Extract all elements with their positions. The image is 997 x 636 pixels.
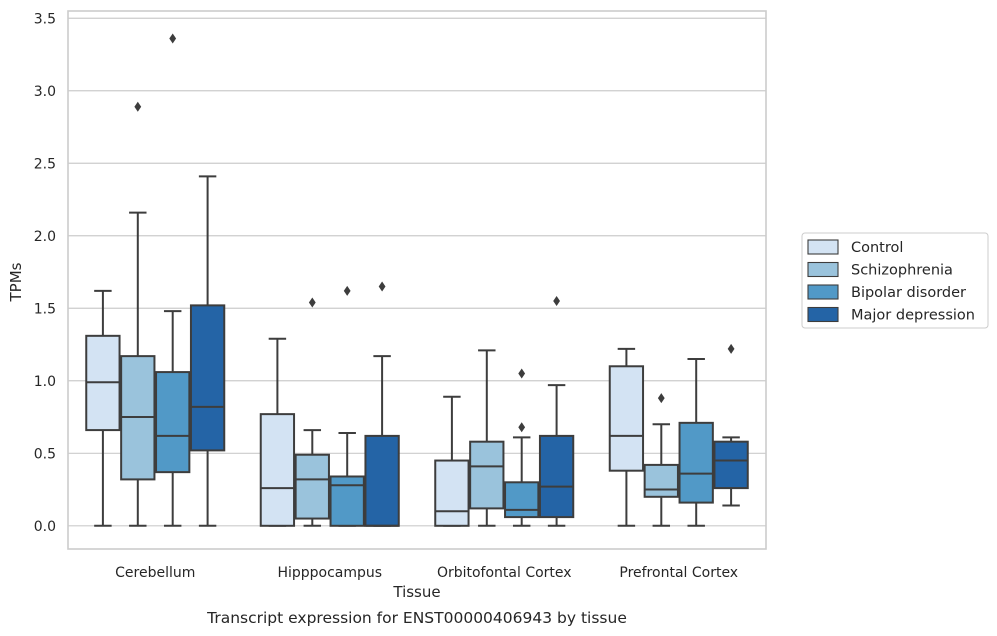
box-iqr <box>608 365 645 472</box>
y-tick-label: 2.5 <box>34 156 56 172</box>
y-tick-label: 2.0 <box>34 229 56 245</box>
y-tick-label: 1.0 <box>34 374 56 390</box>
box-iqr <box>189 304 226 452</box>
box-bipolar-disorder <box>155 33 191 527</box>
chart-caption: Transcript expression for ENST0000040694… <box>206 609 627 627</box>
legend-swatch <box>807 306 839 323</box>
x-axis-title: Tissue <box>392 583 440 601</box>
x-tick-label: Orbitofontal Cortex <box>437 565 572 581</box>
box-schizophrenia <box>469 349 505 527</box>
box-iqr <box>259 413 296 527</box>
box-iqr <box>469 440 505 510</box>
x-tick-labels: Cerebellum Hipppocampus Orbitofontal Corte… <box>115 565 738 581</box>
box-iqr <box>434 459 470 527</box>
outlier-point <box>553 296 560 307</box>
outlier-point <box>378 281 386 292</box>
y-tick-label: 1.5 <box>34 301 56 317</box>
box-iqr <box>155 371 191 474</box>
legend-label: Schizophrenia <box>851 263 953 279</box>
box-iqr <box>538 434 575 519</box>
legend-swatch <box>807 284 839 300</box>
box-iqr <box>504 481 540 519</box>
y-tick-label: 0.5 <box>34 446 56 462</box>
box-major-depression <box>189 175 226 527</box>
box-schizophrenia <box>120 101 156 527</box>
legend-label: Major depression <box>851 308 975 324</box>
box-schizophrenia <box>294 297 330 527</box>
box-iqr <box>294 453 330 520</box>
box-bipolar-disorder <box>329 285 365 527</box>
x-tick-label: Hipppocampus <box>277 565 382 581</box>
y-tick-label: 3.5 <box>34 11 56 27</box>
box-schizophrenia <box>643 393 679 527</box>
outlier-point <box>169 33 177 44</box>
x-tick-label: Cerebellum <box>115 565 195 581</box>
legend-swatch <box>807 239 839 255</box>
legend-label: Control <box>851 240 903 256</box>
outlier-point <box>308 297 316 308</box>
legend-frame <box>801 232 989 329</box>
outlier-point <box>727 343 735 354</box>
y-tick-labels: 0.0 0.5 1.0 1.5 2.0 2.5 3.0 3.5 <box>34 11 56 535</box>
box-major-depression <box>538 296 575 527</box>
outlier-point <box>134 101 142 112</box>
outlier-point <box>518 368 526 379</box>
x-tick-label: Prefrontal Cortex <box>619 565 738 581</box>
box-major-depression <box>364 281 400 527</box>
box-iqr <box>678 421 714 504</box>
box-bipolar-disorder <box>504 368 540 527</box>
box-bipolar-disorder <box>678 358 714 527</box>
box-control <box>259 337 296 527</box>
box-iqr <box>329 475 365 527</box>
legend-swatch <box>807 261 839 278</box>
y-tick-label: 3.0 <box>34 84 56 100</box>
legend-items: Control Schizophrenia Bipolar disorder Majo… <box>807 239 975 324</box>
y-tick-label: 0.0 <box>34 519 56 535</box>
legend: Control Schizophrenia Bipolar disorder Majo… <box>801 232 989 329</box>
box-control <box>85 289 121 527</box>
box-iqr <box>643 463 679 498</box>
outlier-point <box>657 393 665 404</box>
box-iqr <box>713 440 749 490</box>
box-control <box>434 395 470 527</box>
box-control <box>608 347 645 527</box>
plot-frame <box>67 10 767 550</box>
outlier-point <box>343 285 351 296</box>
y-axis-title: TPMs <box>7 262 25 302</box>
box-major-depression <box>713 343 749 507</box>
box-iqr <box>364 434 400 527</box>
box-series <box>85 33 749 527</box>
legend-label: Bipolar disorder <box>851 285 966 301</box>
outlier-point <box>518 422 526 433</box>
